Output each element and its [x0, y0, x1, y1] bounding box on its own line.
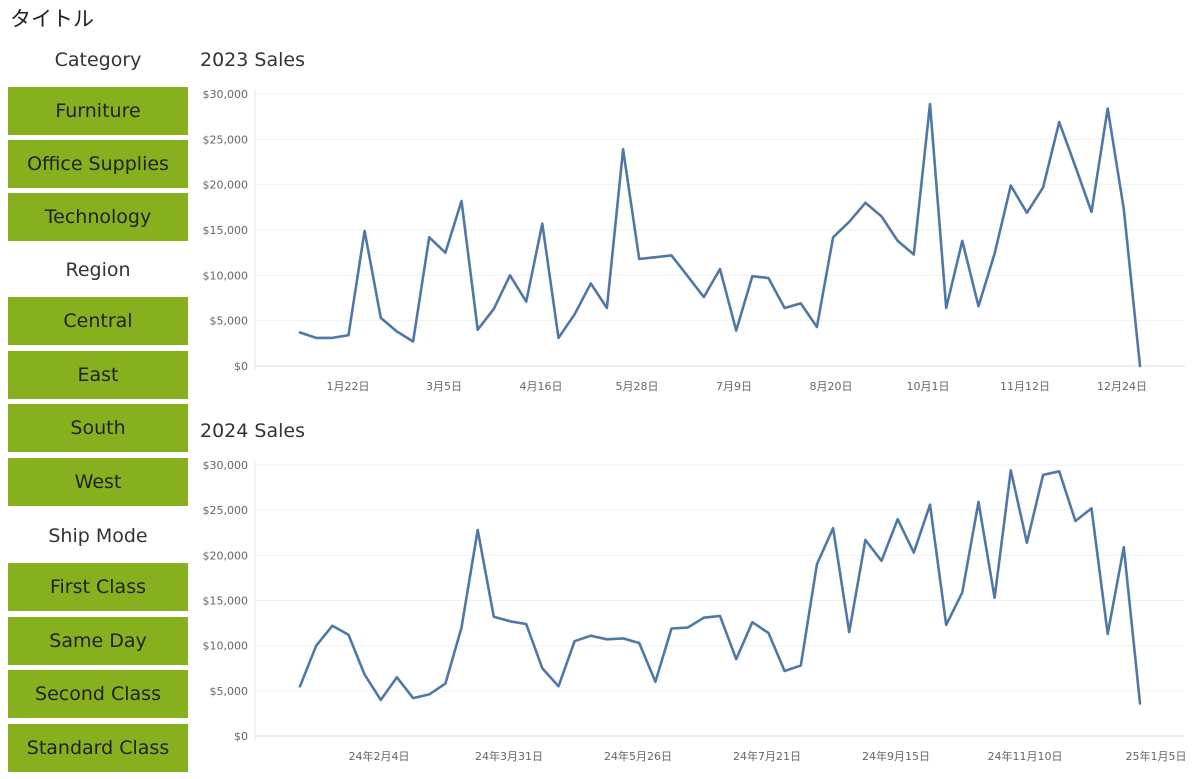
x-tick-label: 7月9日	[716, 380, 752, 393]
filter-button-south[interactable]: South	[8, 404, 188, 452]
filter-button-office-supplies[interactable]: Office Supplies	[8, 140, 188, 188]
y-tick-label: $5,000	[210, 685, 249, 698]
y-tick-label: $0	[234, 730, 248, 743]
sales-series-line[interactable]	[298, 469, 1142, 705]
y-tick-label: $25,000	[203, 133, 249, 146]
x-tick-label: 24年9月15日	[862, 749, 930, 763]
x-tick-label: 5月28日	[616, 380, 659, 393]
x-tick-label: 24年7月21日	[733, 749, 801, 763]
region-filter-heading: Region	[65, 259, 131, 281]
y-tick-label: $20,000	[203, 549, 249, 562]
y-tick-label: $30,000	[203, 88, 249, 101]
x-tick-label: 4月16日	[520, 380, 563, 393]
x-tick-label: 1月22日	[327, 380, 370, 393]
sales-series-line[interactable]	[298, 102, 1142, 368]
y-tick-label: $0	[234, 360, 248, 373]
page-title: タイトル	[10, 7, 94, 31]
y-tick-label: $10,000	[203, 640, 249, 653]
sales-2023-chart: $30,000 $25,000 $20,000 $15,000 $10,000 $5,00…	[203, 88, 1185, 393]
y-tick-label: $5,000	[210, 315, 249, 328]
x-tick-label: 8月20日	[810, 380, 853, 393]
x-tick-label: 3月5日	[426, 380, 462, 393]
x-tick-label: 10月1日	[907, 380, 950, 393]
chart-title-2024: 2024 Sales	[200, 420, 305, 442]
filter-button-second-class[interactable]: Second Class	[8, 670, 188, 718]
x-tick-label: 12月24日	[1097, 380, 1147, 393]
chart-title-2023: 2023 Sales	[200, 49, 305, 71]
x-tick-label: 24年5月26日	[604, 749, 672, 763]
x-tick-label: 24年3月31日	[475, 749, 543, 763]
y-tick-label: $20,000	[203, 179, 249, 192]
filter-button-first-class[interactable]: First Class	[8, 563, 188, 611]
ship-mode-filter-heading: Ship Mode	[48, 525, 148, 547]
filter-button-east[interactable]: East	[8, 351, 188, 399]
filter-button-west[interactable]: West	[8, 458, 188, 506]
filter-button-standard-class[interactable]: Standard Class	[8, 724, 188, 772]
sales-2024-chart: $30,000 $25,000 $20,000 $15,000 $10,000 $5,00…	[203, 459, 1187, 763]
filter-button-central[interactable]: Central	[8, 297, 188, 345]
filter-button-technology[interactable]: Technology	[8, 193, 188, 241]
filter-button-same-day[interactable]: Same Day	[8, 617, 188, 665]
x-tick-label: 11月12日	[1000, 380, 1050, 393]
category-filter-heading: Category	[54, 49, 142, 71]
y-tick-label: $25,000	[203, 504, 249, 517]
y-tick-label: $15,000	[203, 224, 249, 237]
filter-button-furniture[interactable]: Furniture	[8, 87, 188, 135]
x-tick-label: 25年1月5日	[1126, 749, 1187, 763]
y-tick-label: $15,000	[203, 595, 249, 608]
y-tick-label: $30,000	[203, 459, 249, 472]
x-tick-label: 24年2月4日	[349, 749, 410, 763]
y-tick-label: $10,000	[203, 269, 249, 282]
x-tick-label: 24年11月10日	[988, 749, 1063, 763]
